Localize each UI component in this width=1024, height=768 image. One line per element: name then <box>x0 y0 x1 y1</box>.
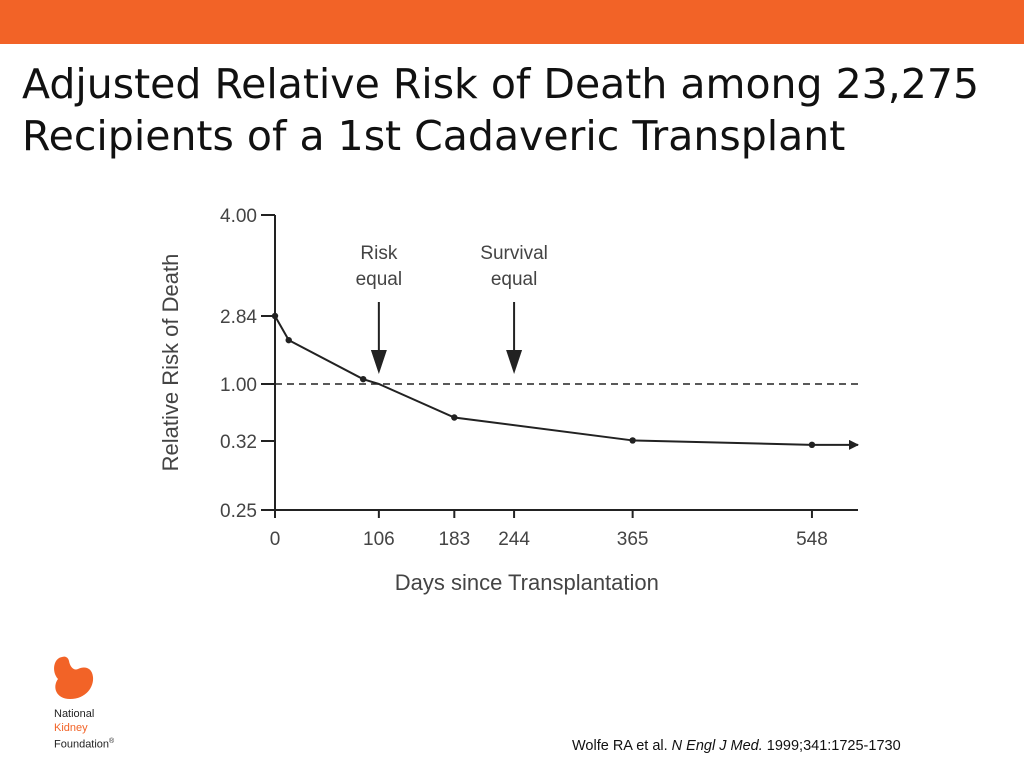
logo-text: National Kidney Foundation® <box>54 708 114 752</box>
chart: Risk equal Survival equal 4.00 2.84 1.00 0.32 0… <box>158 206 859 595</box>
annotation-label: Survival <box>480 243 548 264</box>
y-tick-label: 4.00 <box>220 206 257 227</box>
data-point <box>285 336 292 344</box>
data-point <box>271 312 279 320</box>
chart-axes <box>261 214 858 518</box>
y-tick-label: 0.32 <box>220 432 257 453</box>
axis-labels-group: 4.00 2.84 1.00 0.32 0.25 0 106 183 244 365 548 Days… <box>158 206 828 595</box>
y-axis-title: Relative Risk of Death <box>158 254 183 472</box>
x-tick-label: 548 <box>796 529 828 550</box>
x-tick-label: 106 <box>363 529 395 550</box>
y-tick-label: 2.84 <box>220 307 257 328</box>
logo-line-national: National <box>54 708 95 720</box>
x-tick-label: 244 <box>498 529 530 550</box>
citation-details: 1999;341:1725-1730 <box>766 738 901 754</box>
data-point <box>359 375 367 383</box>
kidney-icon <box>54 656 94 699</box>
header-bar <box>0 0 1024 44</box>
data-point <box>629 437 636 444</box>
title-line-2: Recipients of a 1st Cadaveric Transplant <box>22 112 846 160</box>
series-group <box>271 312 859 450</box>
x-axis-title: Days since Transplantation <box>395 570 659 595</box>
annotation-label: Risk <box>360 243 397 264</box>
series-line <box>274 315 812 446</box>
annotation-label: equal <box>491 269 538 290</box>
y-tick-label: 0.25 <box>220 501 257 522</box>
logo-line-kidney: Kidney <box>54 721 88 734</box>
citation-authors: Wolfe RA et al. <box>572 738 668 754</box>
annotation-label: equal <box>356 269 403 290</box>
annotation-arrow-head <box>506 350 523 374</box>
data-point <box>451 414 458 421</box>
y-tick-label: 1.00 <box>220 375 257 396</box>
data-point <box>808 441 816 449</box>
risk-chart-svg: Risk equal Survival equal 4.00 2.84 1.00 0.32 0… <box>158 206 859 595</box>
citation-journal: N Engl J Med. <box>671 738 763 754</box>
x-tick-label: 365 <box>617 529 649 550</box>
x-tick-label: 183 <box>438 529 470 550</box>
slide-title: Adjusted Relative Risk of Death among 23… <box>22 58 1012 162</box>
nkf-logo <box>50 655 160 755</box>
citation: Wolfe RA et al. N Engl J Med. 1999;341:1… <box>572 738 901 754</box>
annotations-group: Risk equal Survival equal <box>356 243 548 374</box>
annotation-arrow-head <box>370 350 387 374</box>
logo-line-foundation: Foundation® <box>54 738 115 751</box>
x-tick-label: 0 <box>270 529 281 550</box>
title-line-1: Adjusted Relative Risk of Death among 23… <box>22 60 980 108</box>
